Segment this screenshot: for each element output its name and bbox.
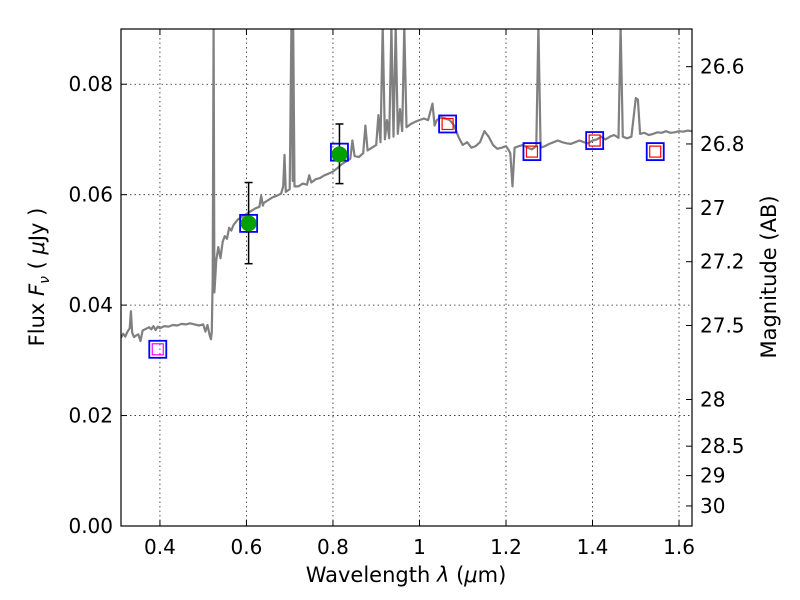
inner-square-marker: [588, 134, 601, 147]
x-tick-label: 0.6: [231, 535, 263, 559]
y-axis-label-prefix: Flux: [25, 296, 49, 346]
photometry-square-marker: [148, 339, 168, 359]
x-axis-label-prefix: Wavelength: [306, 563, 437, 587]
y-axis-label: Flux Fν ( μJy ): [25, 208, 53, 347]
y-axis-label-mu: μ: [25, 241, 49, 255]
inner-square-marker: [649, 145, 662, 158]
x-tick-label: 1: [413, 535, 426, 559]
y-axis-label-sub: ν: [37, 276, 53, 284]
y-tick-label: 0.06: [68, 183, 113, 207]
y2-tick-label: 27: [700, 196, 725, 220]
y2-tick-label: 27.5: [700, 314, 745, 338]
plot-frame: [120, 28, 693, 527]
spectrum-line: [121, 29, 692, 343]
y-axis-label-open: (: [25, 255, 49, 277]
x-tick-label: 1.4: [577, 535, 609, 559]
inner-square-marker: [151, 343, 164, 356]
y2-tick-label: 29: [700, 464, 725, 488]
y-axis-label-rest: Jy ): [25, 208, 49, 244]
observed-point: [331, 146, 348, 163]
photometry-square-marker: [438, 114, 457, 134]
inner-square-marker: [525, 145, 539, 158]
y2-tick-label: 26.6: [700, 55, 745, 79]
y-axis-label-var: F: [25, 283, 49, 296]
x-axis-label-open: (: [449, 563, 464, 587]
observed-point: [240, 215, 257, 232]
x-axis-label-mu: μ: [463, 563, 477, 587]
x-tick-label: 0.8: [317, 535, 349, 559]
y-tick-label: 0.04: [68, 293, 113, 317]
x-axis-label-var: λ: [436, 563, 449, 587]
y2-tick-label: 26.8: [700, 132, 745, 156]
y-tick-label: 0.00: [68, 514, 113, 538]
y-tick-label: 0.02: [68, 404, 113, 428]
photometry-square-marker: [585, 131, 605, 150]
grid-lines: [121, 29, 692, 526]
y2-tick-label: 30: [700, 494, 725, 518]
y2-tick-label: 28.5: [700, 434, 745, 458]
spectrum-series: [121, 29, 692, 343]
photometry-square-marker: [522, 142, 542, 161]
x-axis-label: Wavelength λ (μm): [306, 563, 507, 587]
x-tick-label: 0.4: [144, 535, 176, 559]
y2-tick-label: 28: [700, 387, 725, 411]
x-tick-label: 1.6: [663, 535, 695, 559]
y-tick-label: 0.08: [68, 72, 113, 96]
y2-tick-label: 27.2: [700, 250, 745, 274]
y2-axis-label: Magnitude (AB): [757, 195, 781, 358]
x-tick-label: 1.2: [490, 535, 522, 559]
x-axis-label-rest: m): [478, 563, 507, 587]
axis-ticks: 0.4 0.6 0.8 1 1.2 1.4 1.6 0.00 0.02 0.04 0.06 0.08 2…: [68, 29, 745, 559]
photometry-markers: [148, 114, 665, 359]
inner-square-marker: [441, 117, 454, 131]
photometry-square-marker: [645, 142, 665, 161]
